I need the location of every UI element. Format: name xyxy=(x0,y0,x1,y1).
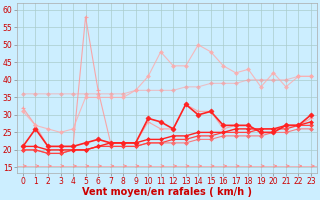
X-axis label: Vent moyen/en rafales ( km/h ): Vent moyen/en rafales ( km/h ) xyxy=(82,187,252,197)
